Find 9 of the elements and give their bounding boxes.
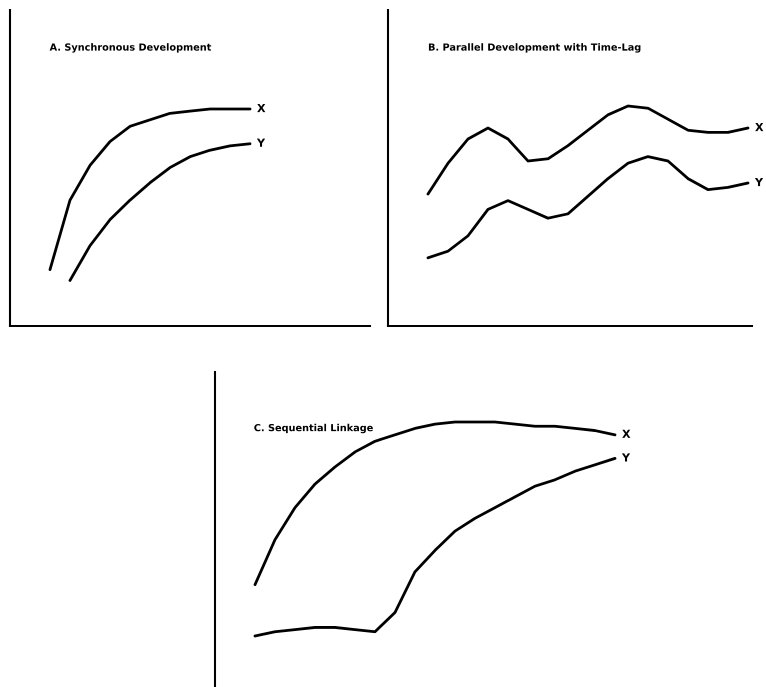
series-label: X — [755, 122, 764, 132]
series-label: X — [257, 104, 266, 112]
series-label: Y — [256, 138, 266, 147]
chart-title: B. Parallel Development with Time-Lag — [428, 43, 640, 53]
series-label: Y — [622, 453, 630, 462]
series-label: Y — [754, 178, 764, 186]
chart-title: A. Synchronous Development — [50, 43, 212, 53]
series-label: X — [622, 430, 630, 438]
chart-title: C. Sequential Linkage — [254, 424, 373, 434]
